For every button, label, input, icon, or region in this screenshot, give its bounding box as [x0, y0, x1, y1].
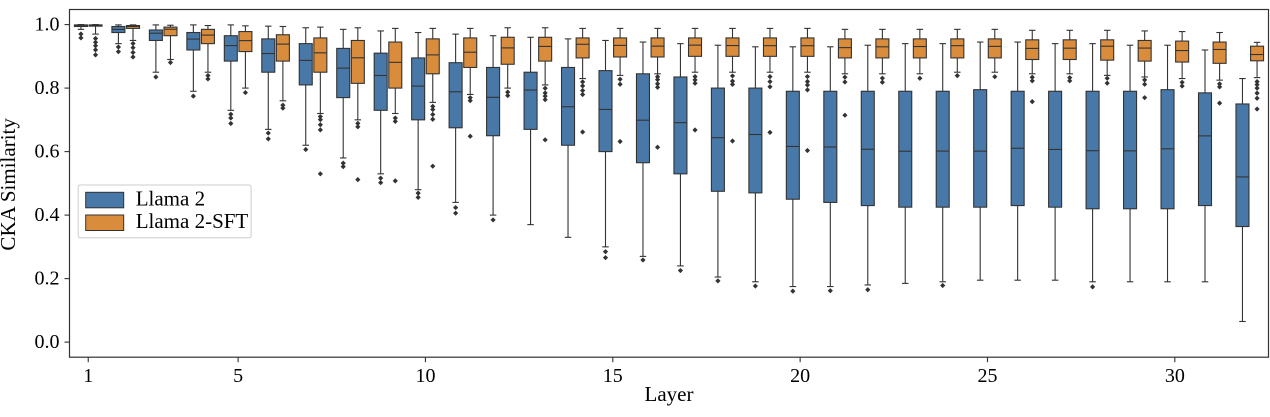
svg-text:Layer: Layer: [645, 382, 694, 406]
svg-text:1: 1: [83, 365, 93, 387]
svg-text:0.8: 0.8: [35, 77, 60, 99]
svg-text:0.6: 0.6: [35, 141, 60, 163]
svg-text:30: 30: [1165, 365, 1185, 387]
svg-text:Llama 2: Llama 2: [136, 186, 205, 210]
svg-text:0.4: 0.4: [35, 204, 60, 226]
svg-text:CKA Similarity: CKA Similarity: [0, 118, 20, 251]
svg-text:10: 10: [415, 365, 435, 387]
svg-text:25: 25: [977, 365, 997, 387]
svg-text:5: 5: [233, 365, 243, 387]
svg-text:0.0: 0.0: [35, 331, 60, 353]
svg-text:15: 15: [603, 365, 623, 387]
svg-text:20: 20: [790, 365, 810, 387]
svg-text:Llama 2-SFT: Llama 2-SFT: [136, 209, 249, 233]
svg-text:1.0: 1.0: [35, 14, 60, 36]
svg-text:0.2: 0.2: [35, 268, 60, 290]
